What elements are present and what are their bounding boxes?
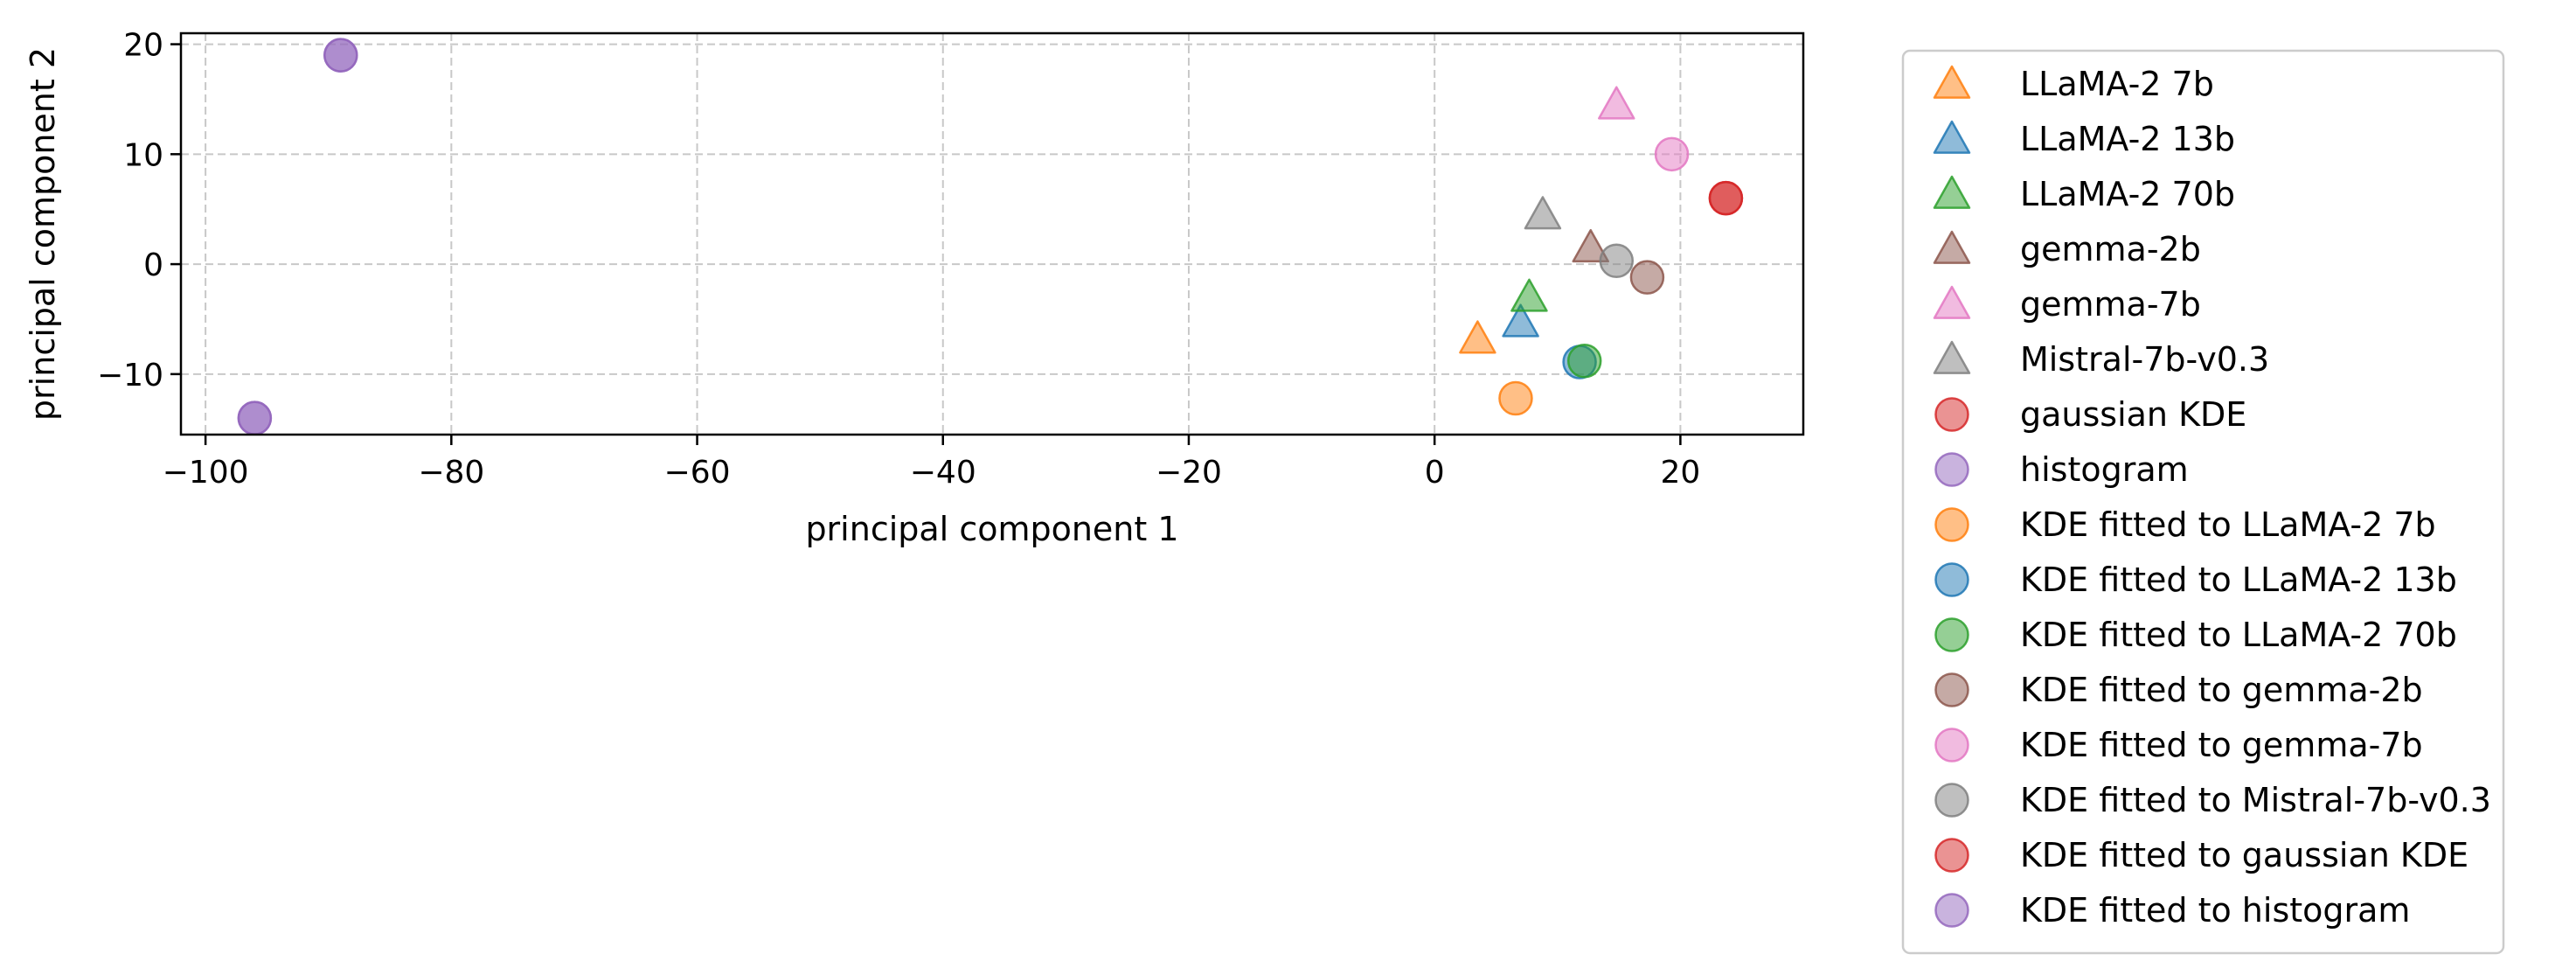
legend-marker (1934, 672, 1969, 707)
x-axis-label: principal component 1 (805, 510, 1178, 548)
circle-data-point (1629, 260, 1665, 295)
x-tick-label: −60 (664, 455, 731, 491)
legend-label: KDE fitted to LLaMA-2 13b (2020, 561, 2457, 599)
x-tick-label: 20 (1660, 455, 1700, 491)
circle-data-point (323, 38, 358, 73)
legend-marker (1934, 893, 1969, 928)
legend-marker (1934, 783, 1969, 818)
circle-data-point (1599, 243, 1635, 279)
triangle-data-point (1524, 196, 1562, 230)
legend-marker (1934, 452, 1969, 487)
legend-label: KDE fitted to LLaMA-2 70b (2020, 616, 2457, 654)
x-tick-label: −40 (910, 455, 976, 491)
y-tick-label: 0 (143, 247, 163, 283)
circle-data-point (1708, 180, 1744, 216)
legend-label: LLaMA-2 70b (2020, 175, 2235, 213)
y-tick-label: 10 (123, 137, 163, 173)
legend-marker (1933, 175, 1971, 209)
legend-marker (1933, 285, 1971, 319)
circle-data-point (1654, 136, 1690, 172)
legend-marker (1934, 562, 1969, 597)
legend-label: KDE fitted to gemma-2b (2020, 671, 2423, 709)
y-tick-label: −10 (97, 358, 163, 393)
data-markers (237, 38, 1744, 435)
x-tick-label: −20 (1156, 455, 1222, 491)
circle-data-point (1566, 343, 1602, 379)
triangle-data-point (1502, 303, 1539, 338)
x-tick-label: −100 (163, 455, 249, 491)
circle-data-point (237, 400, 273, 435)
legend-label: LLaMA-2 7b (2020, 65, 2214, 103)
triangle-data-point (1572, 228, 1610, 263)
legend-marker (1933, 120, 1971, 154)
legend-label: KDE fitted to histogram (2020, 891, 2410, 930)
legend-marker (1934, 397, 1969, 432)
triangle-data-point (1459, 320, 1496, 354)
legend-marker (1934, 507, 1969, 542)
triangle-data-point (1598, 86, 1635, 120)
legend-marker (1934, 728, 1969, 763)
grid (181, 33, 1803, 435)
legend-label: histogram (2020, 450, 2189, 489)
legend-label: Mistral-7b-v0.3 (2020, 340, 2269, 379)
legend-label: KDE fitted to Mistral-7b-v0.3 (2020, 781, 2491, 819)
legend-label: gemma-7b (2020, 285, 2201, 324)
legend-frame (1901, 49, 2505, 955)
y-tick-label: 20 (123, 28, 163, 64)
triangle-data-point (1510, 278, 1548, 312)
legend-marker (1933, 340, 1971, 374)
legend: LLaMA-2 7b LLaMA-2 13b LLaMA-2 70b gemma-2b… (1901, 49, 2505, 955)
legend-marker (1933, 65, 1971, 99)
x-tick-label: 0 (1425, 455, 1445, 491)
legend-label: gaussian KDE (2020, 395, 2246, 434)
legend-marker (1934, 617, 1969, 652)
y-axis-label: principal component 2 (24, 47, 62, 421)
legend-marker (1933, 230, 1971, 264)
legend-label: KDE fitted to LLaMA-2 7b (2020, 505, 2436, 544)
legend-label: LLaMA-2 13b (2020, 120, 2235, 158)
legend-marker (1934, 838, 1969, 873)
plot-frame (179, 31, 1805, 436)
legend-label: KDE fitted to gaussian KDE (2020, 836, 2468, 874)
legend-label: gemma-2b (2020, 230, 2201, 268)
x-tick-label: −80 (418, 455, 484, 491)
circle-data-point (1498, 380, 1533, 416)
legend-label: KDE fitted to gemma-7b (2020, 726, 2423, 764)
